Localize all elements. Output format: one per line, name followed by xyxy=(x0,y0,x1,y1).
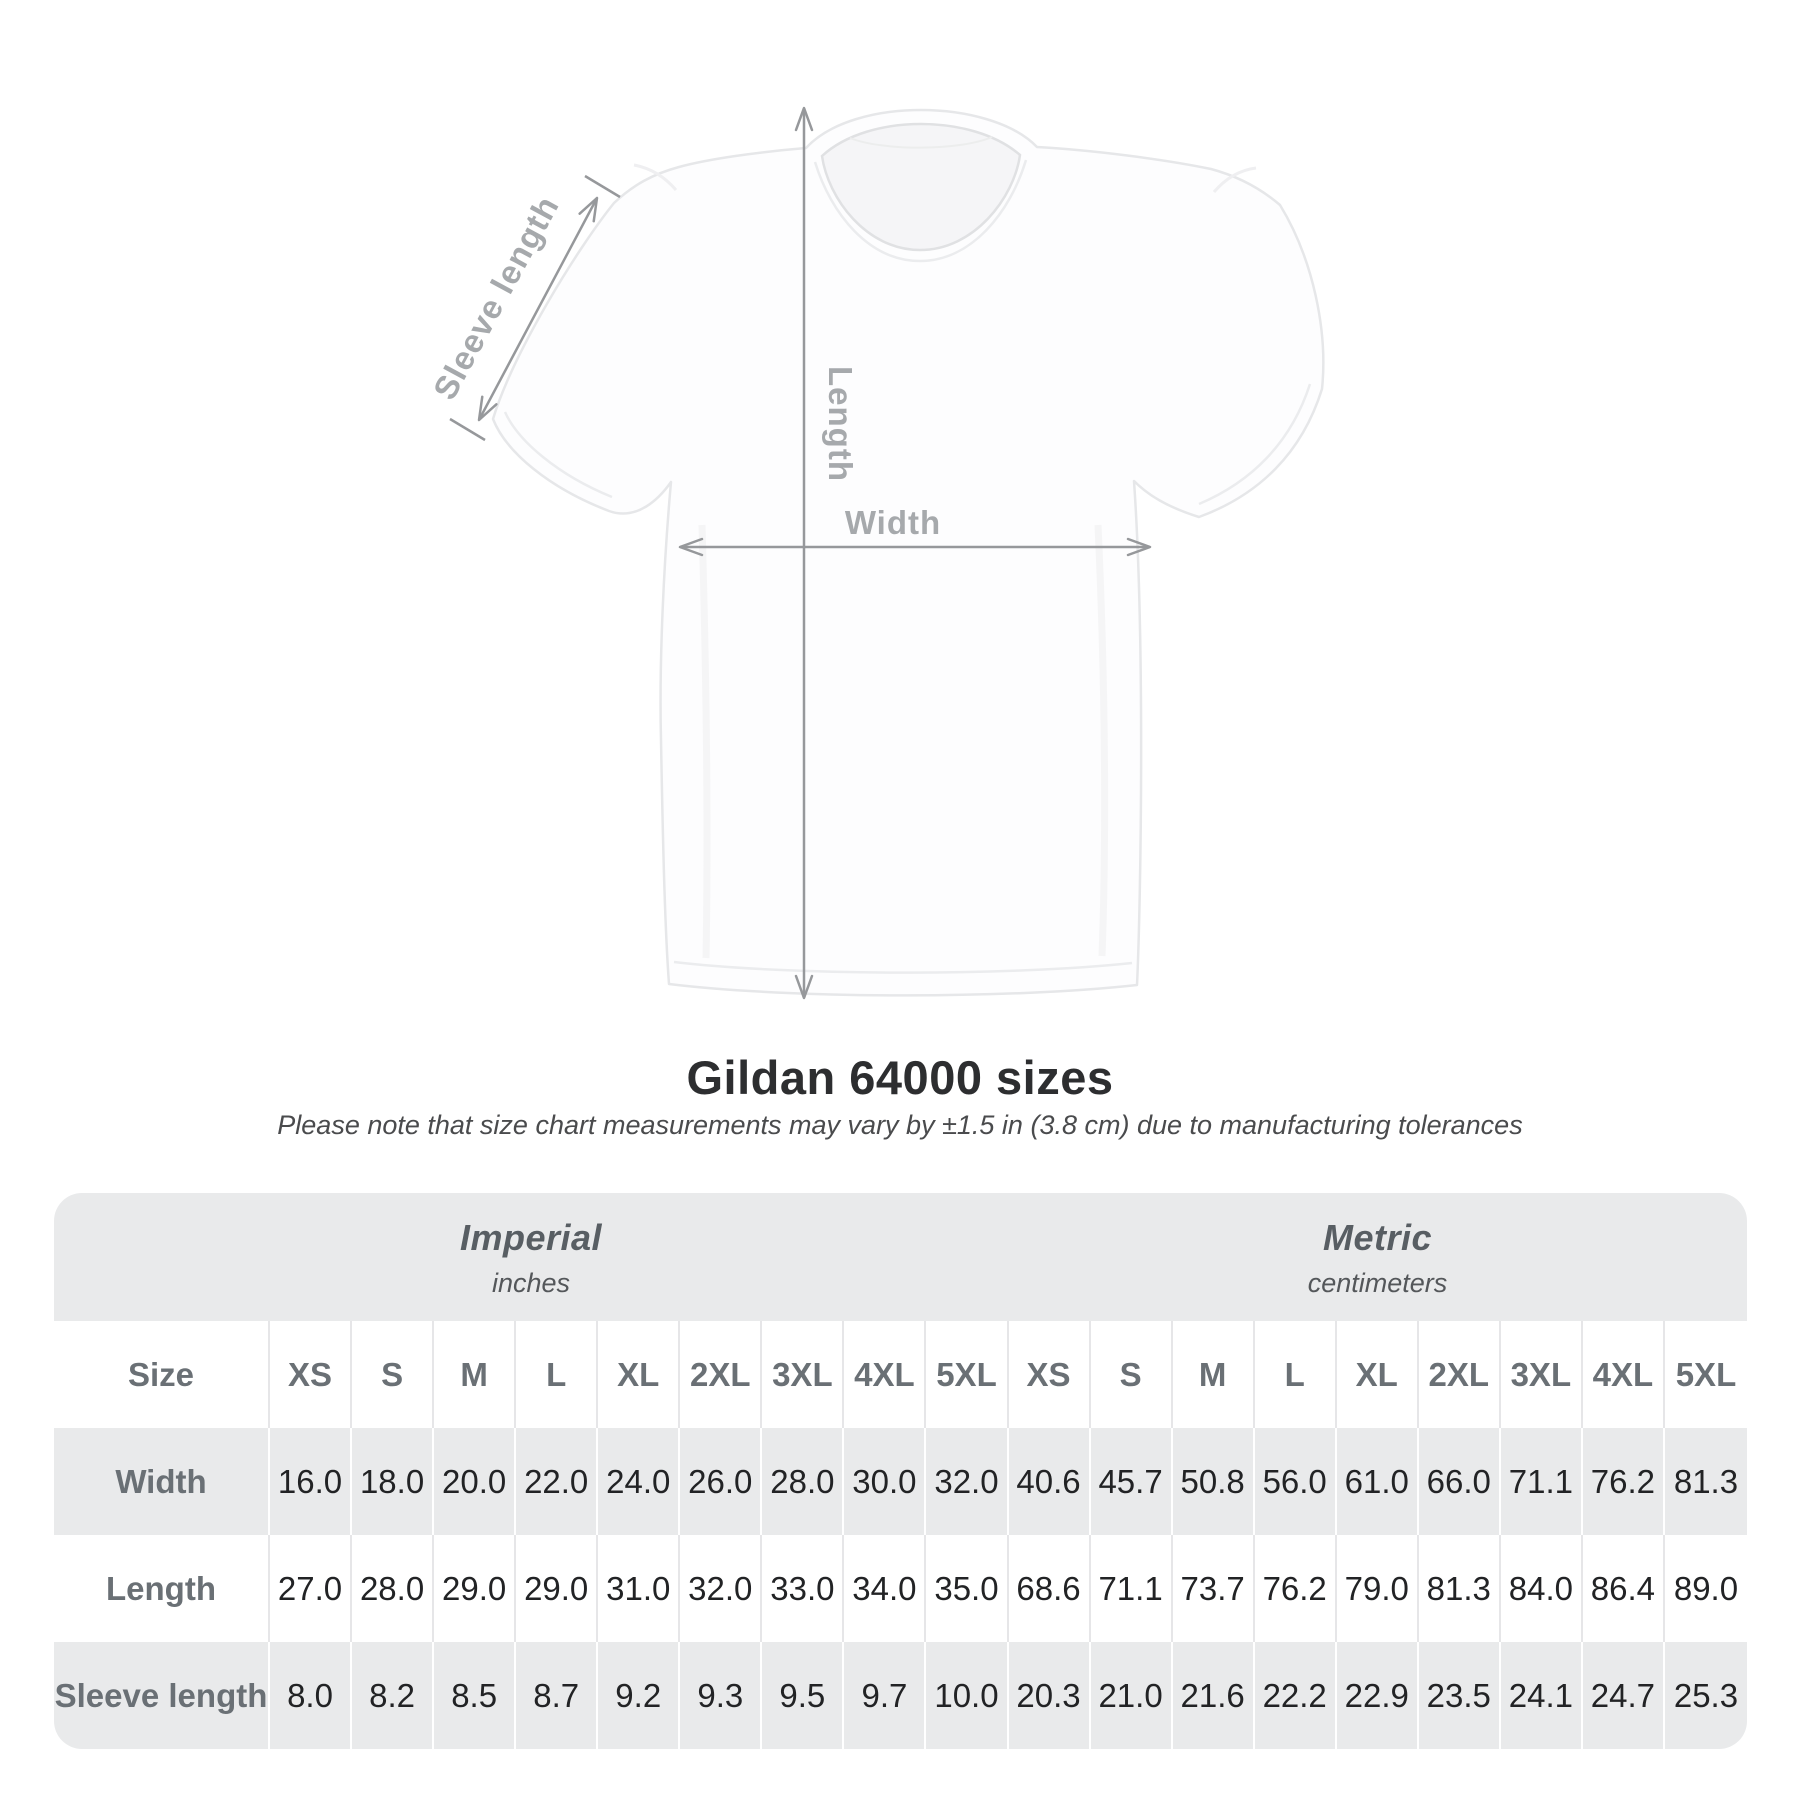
size-value: 31.0 xyxy=(598,1535,681,1642)
size-table-grid: Size XS S M L XL 2XL 3XL 4XL 5XL XS S M L XL 2XL 3XL 4XL 5… xyxy=(54,1321,1747,1749)
size-header: L xyxy=(1254,1321,1337,1428)
size-header: M xyxy=(434,1321,517,1428)
row-label: Length xyxy=(54,1535,270,1642)
size-value: 10.0 xyxy=(926,1642,1009,1749)
size-value: 68.6 xyxy=(1008,1535,1091,1642)
size-header: 4XL xyxy=(1582,1321,1665,1428)
size-value: 28.0 xyxy=(762,1428,845,1535)
metric-sublabel: centimeters xyxy=(1307,1268,1448,1298)
size-value: 61.0 xyxy=(1337,1428,1419,1535)
size-value: 84.0 xyxy=(1500,1535,1583,1642)
size-value: 76.2 xyxy=(1583,1428,1665,1535)
size-header: 4XL xyxy=(844,1321,927,1428)
size-value: 9.2 xyxy=(598,1642,681,1749)
sleeve-length-arrow xyxy=(477,196,599,422)
size-header: L xyxy=(516,1321,599,1428)
size-value: 76.2 xyxy=(1254,1535,1337,1642)
size-value: 16.0 xyxy=(270,1428,353,1535)
size-value: 32.0 xyxy=(680,1535,763,1642)
size-header: S xyxy=(1090,1321,1173,1428)
size-value: 30.0 xyxy=(844,1428,927,1535)
size-value: 33.0 xyxy=(762,1535,845,1642)
size-header: 2XL xyxy=(1418,1321,1501,1428)
length-label: Length xyxy=(822,366,859,482)
size-value: 32.0 xyxy=(926,1428,1009,1535)
size-header: M xyxy=(1172,1321,1255,1428)
size-value: 22.2 xyxy=(1255,1642,1337,1749)
size-header: 3XL xyxy=(762,1321,845,1428)
tshirt-illustration xyxy=(491,108,1325,997)
unit-group-metric: Metric centimeters xyxy=(1008,1193,1747,1321)
dimension-arrows xyxy=(449,106,1152,1000)
size-value: 27.0 xyxy=(270,1535,353,1642)
size-value: 71.1 xyxy=(1501,1428,1583,1535)
size-value: 24.0 xyxy=(598,1428,681,1535)
tshirt-measurement-diagram: Sleeve length Length Width xyxy=(426,106,1325,1000)
size-value: 29.0 xyxy=(434,1535,517,1642)
size-value: 89.0 xyxy=(1664,1535,1747,1642)
size-value: 73.7 xyxy=(1172,1535,1255,1642)
size-value: 25.3 xyxy=(1673,1676,1739,1714)
size-value: 22.9 xyxy=(1337,1642,1419,1749)
size-value: 28.0 xyxy=(352,1535,435,1642)
size-header: 2XL xyxy=(680,1321,763,1428)
size-value: 9.3 xyxy=(680,1642,763,1749)
size-value: 21.6 xyxy=(1173,1642,1255,1749)
size-value: 81.3 xyxy=(1418,1535,1501,1642)
size-value: 24.7 xyxy=(1583,1642,1665,1749)
imperial-label: Imperial xyxy=(459,1217,603,1258)
page-subtitle: Please note that size chart measurements… xyxy=(277,1110,1523,1140)
size-corner-header: Size xyxy=(54,1321,270,1428)
unit-header-band: Imperial inches Metric centimeters xyxy=(54,1193,1747,1321)
size-value: 34.0 xyxy=(844,1535,927,1642)
size-header: XS xyxy=(270,1321,353,1428)
tshirt-details xyxy=(503,122,1312,974)
size-value: 81.3 xyxy=(1673,1462,1739,1500)
collar xyxy=(820,122,1022,252)
row-label: Sleeve length xyxy=(54,1642,270,1749)
size-value: 23.5 xyxy=(1419,1642,1501,1749)
metric-label: Metric xyxy=(1322,1217,1433,1258)
size-value: 8.0 xyxy=(270,1642,353,1749)
size-value: 79.0 xyxy=(1336,1535,1419,1642)
size-value: 86.4 xyxy=(1582,1535,1665,1642)
size-value: 8.5 xyxy=(434,1642,517,1749)
size-value: 29.0 xyxy=(516,1535,599,1642)
size-header: XL xyxy=(1336,1321,1419,1428)
size-value: 18.0 xyxy=(352,1428,435,1535)
size-value: 56.0 xyxy=(1255,1428,1337,1535)
width-label: Width xyxy=(845,504,941,541)
sleeve-arrow-tick-top xyxy=(584,174,621,199)
size-value: 22.0 xyxy=(516,1428,599,1535)
size-value: 8.7 xyxy=(516,1642,599,1749)
size-value: 20.3 xyxy=(1009,1642,1091,1749)
size-value: 26.0 xyxy=(680,1428,763,1535)
size-value: 50.8 xyxy=(1173,1428,1255,1535)
size-value: 9.7 xyxy=(844,1642,927,1749)
sleeve-arrow-tick-bottom xyxy=(449,417,486,442)
size-value: 66.0 xyxy=(1419,1428,1501,1535)
size-value: 21.0 xyxy=(1091,1642,1173,1749)
size-header: XL xyxy=(598,1321,681,1428)
size-value: 8.2 xyxy=(352,1642,435,1749)
size-value: 9.5 xyxy=(762,1642,845,1749)
size-header: 5XL xyxy=(1664,1321,1747,1428)
size-value: 24.1 xyxy=(1501,1642,1583,1749)
size-header: S xyxy=(352,1321,435,1428)
size-value: 71.1 xyxy=(1090,1535,1173,1642)
unit-group-imperial: Imperial inches xyxy=(54,1193,1008,1321)
size-chart-card: Imperial inches Metric centimeters Size X… xyxy=(54,1193,1747,1749)
size-value: 20.0 xyxy=(434,1428,517,1535)
size-header: 5XL xyxy=(926,1321,1009,1428)
size-value: 35.0 xyxy=(926,1535,1009,1642)
page-title: Gildan 64000 sizes xyxy=(686,1051,1114,1104)
size-value: 45.7 xyxy=(1091,1428,1173,1535)
size-header: XS xyxy=(1008,1321,1091,1428)
row-label: Width xyxy=(54,1428,270,1535)
imperial-sublabel: inches xyxy=(491,1268,571,1298)
size-header: 3XL xyxy=(1500,1321,1583,1428)
size-value: 40.6 xyxy=(1009,1428,1091,1535)
